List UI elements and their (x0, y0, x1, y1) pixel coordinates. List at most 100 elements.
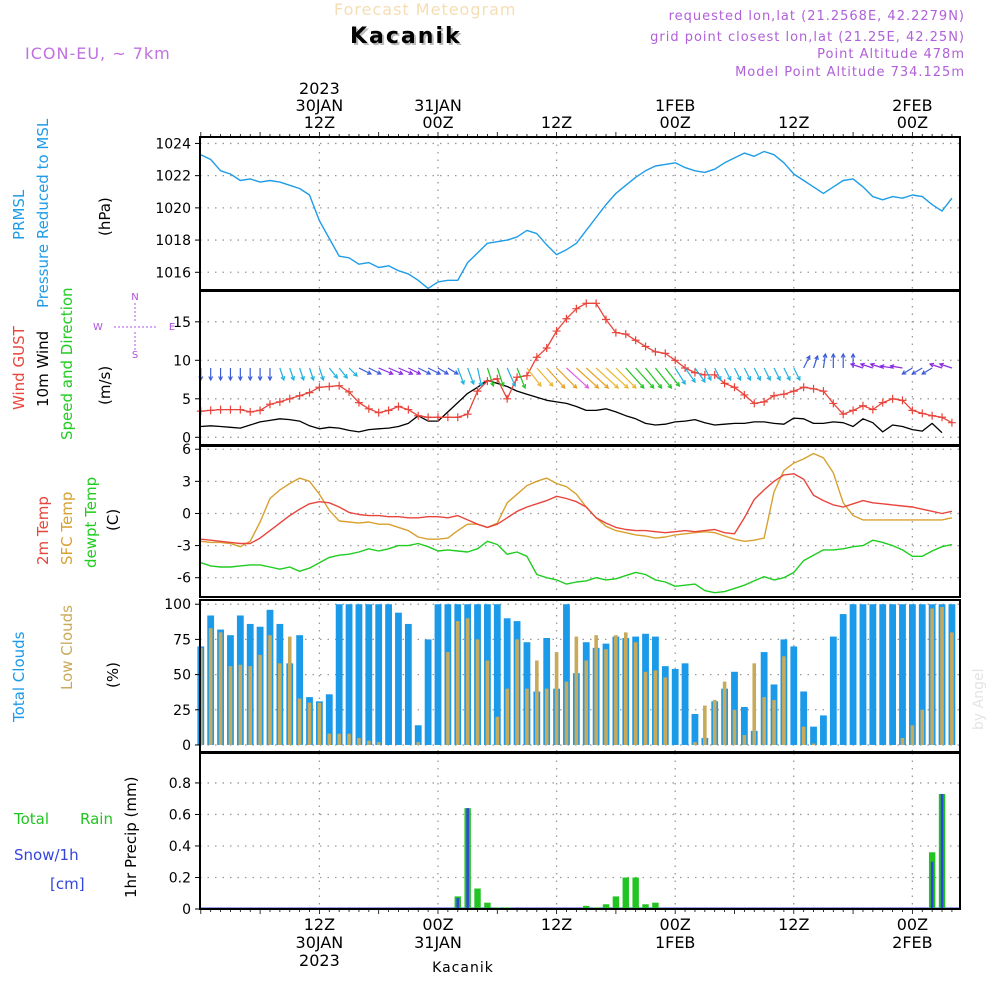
gust-marker (947, 418, 956, 427)
snow-bar (466, 808, 469, 909)
wind-direction-arrow (388, 367, 404, 375)
gust-marker (513, 373, 522, 382)
wind-direction-arrow (869, 362, 883, 369)
gust-marker (700, 370, 709, 379)
y-tick-label: 0 (182, 506, 191, 522)
watermark-text: by Angel (971, 669, 987, 730)
y-tick-label: 0.8 (169, 776, 191, 792)
low-cloud-bar (722, 681, 727, 745)
low-cloud-bar (248, 666, 253, 745)
temp-dewpoint-label: dewpt Temp (82, 477, 100, 568)
clouds-unit-label: (%) (104, 662, 122, 688)
compass-west: W (93, 322, 103, 333)
gust-marker (730, 383, 739, 392)
total-cloud-bar (839, 614, 847, 745)
gust-marker (938, 413, 947, 422)
chart-text: 10161018102010221024051015-6-30360255075… (10, 79, 987, 976)
compass-south: S (132, 350, 138, 361)
gust-marker (424, 413, 433, 422)
gust-marker (315, 383, 324, 392)
total-cloud-bar (375, 604, 383, 745)
gust-marker (256, 406, 265, 415)
y-tick-label: 50 (173, 668, 191, 684)
wind-direction-arrow (595, 367, 620, 389)
wind-direction-arrow (566, 367, 590, 389)
gust-marker (641, 342, 650, 351)
wind-direction-arrow (803, 354, 811, 369)
gust-marker (236, 405, 245, 414)
gust-marker (849, 406, 858, 415)
panel-frame (199, 136, 961, 291)
gust-marker (206, 406, 215, 415)
top-time-label: 00Z (660, 113, 691, 132)
gust-marker (414, 411, 423, 420)
gust-marker (335, 381, 344, 390)
wind-direction-arrow (437, 367, 450, 375)
wind-direction-arrow (753, 367, 761, 382)
bottom-time-label: 31JAN (414, 933, 462, 952)
gust-marker (868, 405, 877, 414)
y-tick-label: 0 (182, 738, 191, 754)
top-time-label: 12Z (304, 113, 335, 132)
y-tick-label: 0 (182, 430, 191, 446)
wind-direction-arrow (308, 367, 315, 382)
low-cloud-bar (535, 660, 539, 745)
sfc-temp-line (200, 452, 953, 548)
wind-direction-arrow (318, 367, 325, 382)
wind-direction-arrow (218, 368, 224, 382)
dewpoint-line (200, 539, 953, 594)
gust-marker (611, 328, 620, 337)
bottom-time-label: 00Z (897, 915, 928, 934)
low-cloud-bar (515, 639, 519, 745)
panel-frame (199, 752, 961, 910)
temp-unit-label: (C) (104, 509, 122, 531)
total-cloud-bar (365, 604, 373, 745)
low-cloud-bar (376, 742, 381, 745)
total-cloud-bar (879, 604, 887, 745)
wind-direction-arrow (625, 367, 645, 389)
wind-direction-arrow (684, 367, 696, 384)
low-cloud-bar (693, 742, 697, 745)
wind-direction-arrow (911, 367, 923, 375)
low-cloud-bar (327, 733, 332, 745)
total-cloud-bar (404, 623, 412, 745)
wind-direction-arrow (938, 362, 953, 369)
wind-direction-arrow (773, 367, 781, 382)
y-tick-label: 25 (173, 703, 191, 719)
low-cloud-bar (772, 699, 776, 745)
bottom-time-label: 30JAN (296, 933, 344, 952)
total-cloud-bar (385, 604, 392, 745)
total-cloud-bar (800, 691, 808, 745)
gust-marker (374, 408, 383, 417)
low-cloud-bar (623, 632, 628, 745)
wind-speed-line (200, 379, 943, 434)
low-cloud-bar (268, 635, 272, 745)
wind-10m-label: 10m Wind (34, 331, 52, 407)
total-cloud-bar (918, 604, 926, 745)
bottom-time-label: 12Z (541, 915, 572, 934)
low-cloud-bar (455, 621, 460, 745)
gust-marker (226, 405, 235, 414)
low-cloud-bar (258, 654, 262, 745)
low-cloud-bar (544, 688, 549, 745)
precip-cm-label: [cm] (50, 875, 85, 893)
wind-direction-arrow (901, 367, 913, 375)
low-cloud-bar (495, 716, 500, 745)
low-cloud-bar (485, 660, 490, 745)
total-cloud-bar (908, 604, 916, 745)
wind-direction-arrow (358, 367, 373, 375)
wind-direction-arrow (417, 367, 432, 375)
y-tick-label: 1024 (155, 136, 191, 152)
gust-marker (463, 410, 472, 419)
snow-bar (456, 897, 460, 909)
y-tick-label: 1022 (155, 169, 191, 185)
low-cloud-bar (307, 702, 312, 745)
precip-unit-label: 1hr Precip (mm) (122, 777, 140, 898)
temp-2m-label: 2m Temp (34, 496, 52, 565)
y-tick-label: 75 (173, 632, 191, 648)
low-cloud-bar (465, 618, 470, 745)
wind-direction-arrow (743, 367, 752, 382)
total-cloud-bar (493, 604, 501, 745)
low-cloud-bar (475, 639, 480, 745)
wind-direction-arrow (822, 352, 828, 369)
